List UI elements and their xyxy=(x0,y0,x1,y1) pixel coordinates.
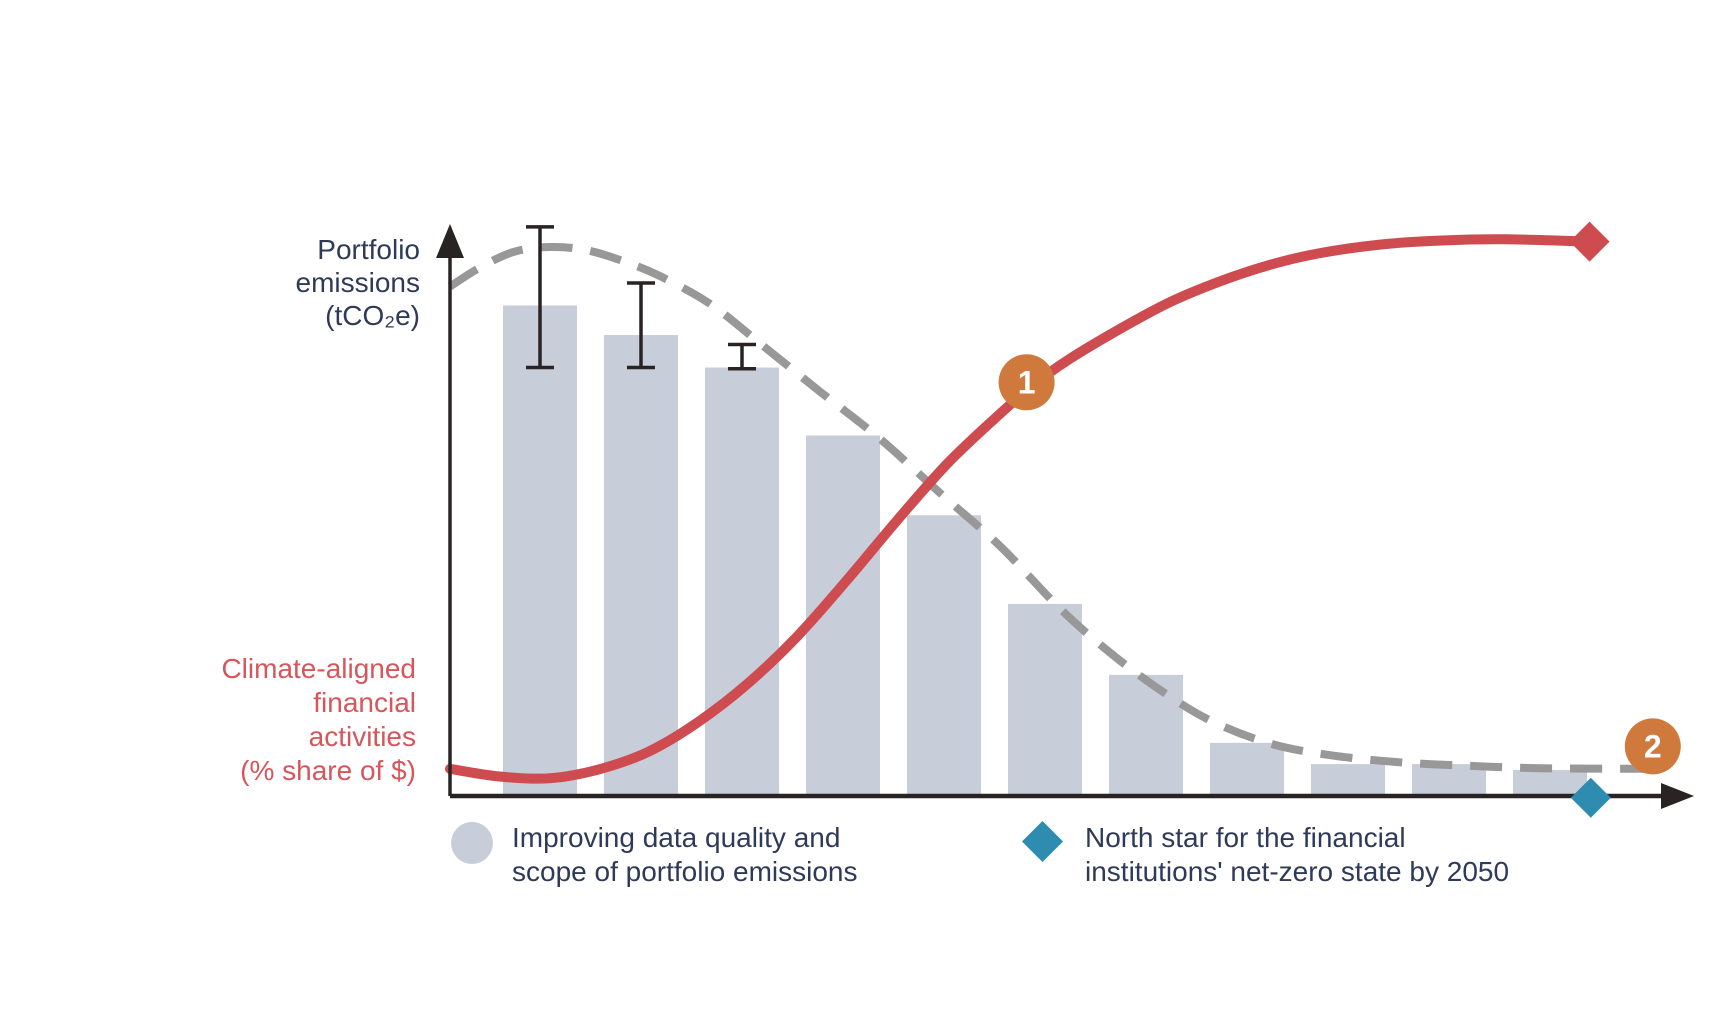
bar-3 xyxy=(705,367,779,796)
north-star-diamond-icon xyxy=(1570,777,1611,818)
bar-11 xyxy=(1513,769,1587,796)
error-bar-3 xyxy=(728,342,756,371)
curve-end-diamond-icon xyxy=(1569,221,1610,262)
bar-8 xyxy=(1210,742,1284,796)
dashed-emissions-curve xyxy=(447,242,1646,773)
annotation-badge-2 xyxy=(1624,718,1681,775)
annotation-number-2: 2 xyxy=(1644,728,1662,764)
error-bar-2 xyxy=(627,281,655,370)
legend-label-bars: Improving data quality and scope of port… xyxy=(512,822,858,887)
bar-6 xyxy=(1008,603,1082,796)
x-axis-arrow-icon xyxy=(1661,783,1694,809)
bar-9 xyxy=(1311,764,1385,796)
error-bar-1 xyxy=(526,225,554,370)
primary-y-axis-label: Portfolio emissions (tCO₂e) xyxy=(295,234,420,331)
annotation-number-1: 1 xyxy=(1018,364,1036,400)
bar-5 xyxy=(907,515,981,796)
bar-1 xyxy=(503,305,577,796)
legend-label-north-star: North star for the financial institution… xyxy=(1085,822,1510,887)
legend-bar-circle-icon xyxy=(451,822,493,864)
climate-aligned-curve xyxy=(445,234,1595,784)
y-axis-arrow-icon xyxy=(436,224,464,258)
bar-2 xyxy=(604,335,678,796)
bar-7 xyxy=(1109,674,1183,796)
secondary-y-axis-label: Climate-aligned financial activities (% … xyxy=(221,653,416,786)
annotation-badge-1 xyxy=(998,354,1055,411)
